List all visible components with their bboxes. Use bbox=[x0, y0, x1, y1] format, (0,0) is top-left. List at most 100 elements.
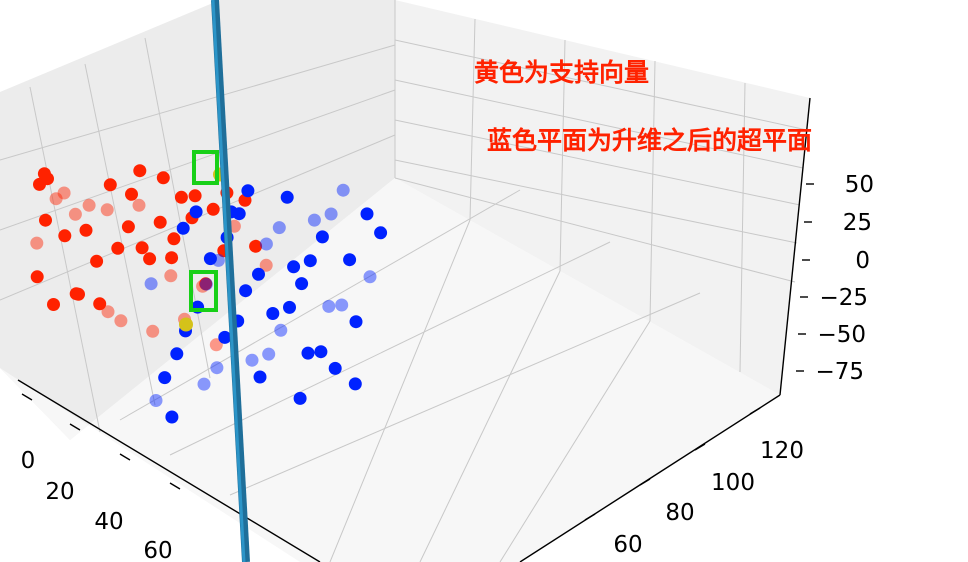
data-point bbox=[295, 277, 309, 291]
x-tick-mark bbox=[69, 423, 81, 431]
data-point bbox=[249, 239, 263, 253]
z-tick-label: 25 bbox=[843, 210, 872, 236]
hyperplane bbox=[211, 0, 250, 562]
data-point bbox=[58, 229, 72, 243]
data-point bbox=[324, 207, 338, 221]
z-tick-label: 0 bbox=[855, 248, 870, 274]
data-point bbox=[165, 251, 179, 265]
grid-line bbox=[0, 89, 396, 231]
data-point bbox=[280, 190, 294, 204]
data-point bbox=[156, 171, 170, 185]
axis-panes bbox=[0, 0, 810, 440]
data-point bbox=[143, 252, 157, 266]
grid-line bbox=[169, 241, 611, 456]
data-point bbox=[188, 189, 202, 203]
x-tick-label: 60 bbox=[143, 538, 172, 562]
data-point bbox=[153, 215, 167, 229]
data-point bbox=[203, 252, 217, 266]
grid-line bbox=[419, 270, 561, 562]
grid-line bbox=[394, 177, 796, 283]
data-point bbox=[30, 270, 44, 284]
support-vector-box bbox=[189, 270, 218, 312]
z-tick-label: 50 bbox=[845, 172, 874, 198]
data-point bbox=[199, 277, 213, 291]
x-axis-line bbox=[17, 379, 321, 562]
data-point bbox=[174, 190, 188, 204]
y-tick-mark bbox=[694, 443, 706, 451]
y-tick-label: 80 bbox=[665, 500, 694, 526]
annotation-hyperplane: 蓝色平面为升维之后的超平面 bbox=[487, 126, 812, 155]
grid-line bbox=[469, 18, 476, 221]
data-point bbox=[114, 314, 128, 328]
x-tick-label: 0 bbox=[21, 448, 36, 474]
data-point bbox=[132, 198, 146, 212]
data-point bbox=[266, 307, 280, 320]
data-point bbox=[149, 394, 163, 407]
grid-line bbox=[329, 219, 471, 562]
data-point bbox=[167, 232, 181, 246]
data-point bbox=[307, 213, 321, 227]
data-point bbox=[170, 347, 184, 361]
data-point bbox=[176, 221, 190, 235]
data-point bbox=[82, 198, 96, 212]
data-point bbox=[49, 192, 63, 206]
data-point bbox=[125, 187, 138, 201]
z-tick-label: −75 bbox=[815, 359, 864, 385]
data-point bbox=[336, 183, 350, 197]
support-vector-highlights bbox=[189, 150, 219, 312]
data-point bbox=[68, 207, 82, 221]
grid-line bbox=[649, 60, 656, 322]
grid-line bbox=[394, 119, 801, 206]
data-point bbox=[360, 207, 374, 221]
data-point bbox=[69, 287, 83, 301]
data-point bbox=[90, 254, 104, 268]
grid-line bbox=[0, 44, 396, 161]
data-point bbox=[133, 164, 147, 178]
data-point bbox=[315, 230, 329, 244]
data-point bbox=[101, 305, 115, 319]
data-point bbox=[210, 361, 224, 375]
data-point bbox=[179, 317, 193, 332]
data-point bbox=[93, 297, 107, 311]
data-point bbox=[293, 391, 307, 405]
grid-line bbox=[394, 159, 798, 244]
data-point bbox=[30, 236, 44, 250]
y-tick-label: 60 bbox=[613, 532, 642, 558]
data-point bbox=[363, 270, 377, 284]
data-point bbox=[303, 254, 317, 268]
data-point bbox=[335, 298, 349, 312]
support-vector-box bbox=[192, 150, 219, 185]
y-tick-mark bbox=[749, 407, 761, 415]
grid-line bbox=[229, 292, 701, 496]
data-point bbox=[245, 353, 259, 367]
x-tick-label: 20 bbox=[45, 479, 74, 505]
data-point bbox=[189, 205, 203, 219]
data-point bbox=[259, 258, 273, 272]
z-tick-label: −25 bbox=[819, 285, 868, 311]
data-point bbox=[144, 277, 158, 291]
data-points bbox=[30, 164, 388, 424]
data-point bbox=[209, 338, 223, 352]
z-axis-line bbox=[779, 97, 811, 396]
data-point bbox=[199, 277, 213, 291]
data-point bbox=[164, 269, 178, 283]
data-point bbox=[262, 347, 276, 361]
data-point bbox=[272, 221, 286, 235]
x-tick-mark bbox=[21, 393, 33, 401]
right-pane bbox=[395, 0, 810, 395]
hyperplane-face bbox=[211, 0, 246, 562]
grid-line bbox=[144, 37, 211, 379]
data-point bbox=[206, 202, 220, 216]
grid-line bbox=[739, 82, 746, 373]
data-point bbox=[322, 299, 336, 313]
x-tick-mark bbox=[169, 482, 181, 490]
data-point bbox=[158, 371, 172, 385]
data-point bbox=[121, 220, 135, 234]
data-point bbox=[103, 178, 117, 192]
y-axis-line bbox=[519, 394, 781, 562]
hyperplane-edge bbox=[211, 0, 250, 562]
x-tick-mark bbox=[119, 453, 131, 461]
data-point bbox=[241, 184, 255, 198]
